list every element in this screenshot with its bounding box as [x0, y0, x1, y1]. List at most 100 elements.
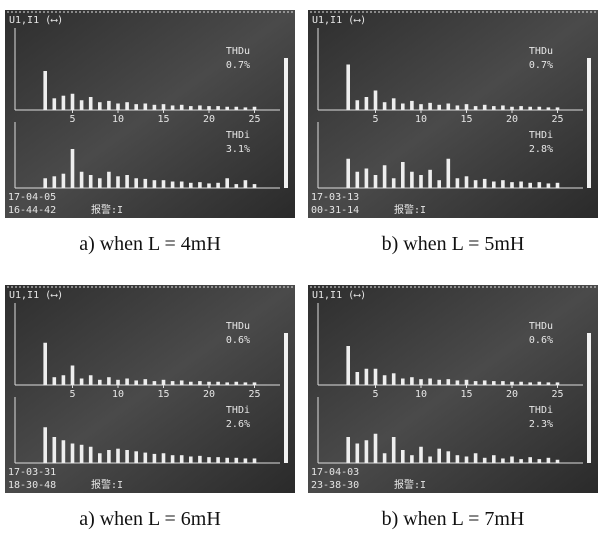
harmonic-bar — [52, 98, 57, 110]
harmonic-bar — [401, 162, 405, 188]
harmonic-bar — [243, 180, 248, 188]
harmonic-bar — [419, 446, 423, 463]
harmonic-bar — [61, 95, 66, 110]
harmonic-bar — [382, 165, 387, 188]
harmonic-bar — [391, 178, 396, 188]
harmonic-bar — [134, 178, 138, 188]
harmonic-bar — [464, 104, 469, 110]
fundamental-cursor — [284, 333, 288, 463]
harmonic-bar — [234, 381, 239, 385]
x-tick-label: 15 — [460, 389, 472, 400]
harmonic-bar — [401, 103, 405, 110]
harmonic-bar — [52, 437, 57, 463]
thdu-value: 0.6% — [226, 335, 250, 346]
harmonic-bar — [152, 453, 157, 463]
harmonic-bar — [492, 106, 496, 110]
harmonic-bar — [79, 100, 84, 110]
harmonic-bar — [437, 448, 441, 463]
thdu-value: 0.7% — [529, 60, 553, 71]
harmonic-bar — [170, 181, 175, 188]
harmonic-bar — [179, 104, 184, 110]
harmonic-bar — [252, 458, 257, 463]
alarm: 报警:I — [91, 478, 123, 491]
harmonic-bar — [88, 175, 93, 188]
harmonic-bar — [391, 437, 396, 463]
harmonic-bar — [143, 103, 148, 110]
harmonic-bar — [107, 450, 111, 463]
harmonic-bar — [355, 171, 360, 188]
harmonic-bar — [125, 450, 129, 463]
panel: U1,I1 (⟷) 5 10 15 20 25 THDu 0.6% THDi 2.6% 17-03-… — [5, 285, 295, 493]
harmonic-bar — [98, 379, 102, 385]
harmonic-bar — [116, 379, 120, 385]
harmonic-bar — [225, 457, 229, 463]
harmonic-bar — [43, 342, 47, 385]
panel: U1,I1 (⟷) 5 10 15 20 25 THDu 0.7% THDi 2.8% 17-03-… — [308, 10, 598, 218]
harmonic-bar — [98, 102, 102, 110]
harmonic-bar — [410, 100, 414, 110]
x-tick-label: 25 — [248, 114, 260, 125]
harmonic-bar — [355, 372, 360, 385]
harmonic-bar — [116, 176, 120, 188]
x-tick-label: 20 — [203, 389, 215, 400]
x-tick-label: 15 — [460, 114, 472, 125]
harmonic-bar — [243, 458, 248, 463]
thdu-label: THDu — [226, 46, 250, 57]
harmonic-bar — [401, 450, 405, 463]
harmonic-bar — [473, 453, 478, 463]
harmonic-bar — [455, 380, 460, 385]
harmonic-bar — [216, 381, 220, 385]
harmonic-bar — [134, 380, 138, 385]
harmonic-bar — [464, 379, 469, 385]
harmonic-bar — [234, 106, 239, 110]
harmonic-bar — [225, 382, 229, 385]
harmonic-bar — [419, 379, 423, 385]
harmonic-bar — [510, 106, 514, 110]
harmonic-bar — [419, 104, 423, 110]
harmonic-bar — [492, 381, 496, 385]
harmonic-bar — [546, 107, 551, 110]
harmonic-bar — [70, 93, 75, 110]
harmonic-bar — [455, 455, 460, 463]
harmonic-bar — [252, 382, 257, 385]
x-tick-label: 10 — [415, 114, 427, 125]
harmonic-bar — [98, 178, 102, 188]
harmonic-bar — [546, 382, 551, 385]
harmonic-bar — [555, 107, 560, 110]
harmonic-bar — [179, 455, 184, 463]
harmonic-bar — [79, 378, 84, 385]
harmonic-bar — [207, 106, 211, 110]
harmonic-bar — [61, 440, 66, 463]
harmonic-bar — [134, 451, 138, 463]
harmonic-bar — [79, 444, 84, 463]
x-tick-label: 25 — [551, 389, 563, 400]
thdi-value: 2.8% — [529, 144, 553, 155]
harmonic-bar — [207, 457, 211, 463]
harmonic-bar — [428, 169, 432, 188]
harmonic-bar — [501, 105, 505, 110]
harmonic-bar — [234, 184, 239, 188]
harmonic-bar — [61, 173, 66, 188]
x-tick-label: 25 — [551, 114, 563, 125]
x-tick-label: 5 — [372, 389, 378, 400]
harmonic-bar — [189, 456, 193, 463]
harmonic-bar — [225, 178, 229, 188]
harmonic-bar — [455, 105, 460, 110]
harmonic-bar — [492, 181, 496, 188]
harmonic-bar — [373, 368, 378, 385]
thdu-label: THDu — [529, 46, 553, 57]
harmonic-bar — [43, 427, 47, 463]
harmonic-bar — [43, 71, 47, 110]
harmonic-bar — [537, 106, 542, 110]
harmonic-bar — [473, 381, 478, 385]
harmonic-bar — [152, 104, 157, 110]
harmonic-bar — [355, 100, 360, 110]
harmonic-bar — [473, 180, 478, 188]
header: U1,I1 (⟷) — [9, 15, 63, 26]
harmonic-bar — [98, 453, 102, 463]
harmonic-bar — [391, 373, 396, 385]
harmonic-bar — [355, 443, 360, 463]
harmonic-bar — [161, 180, 166, 188]
thdi-value: 2.3% — [529, 419, 553, 430]
harmonic-bar — [116, 103, 120, 110]
